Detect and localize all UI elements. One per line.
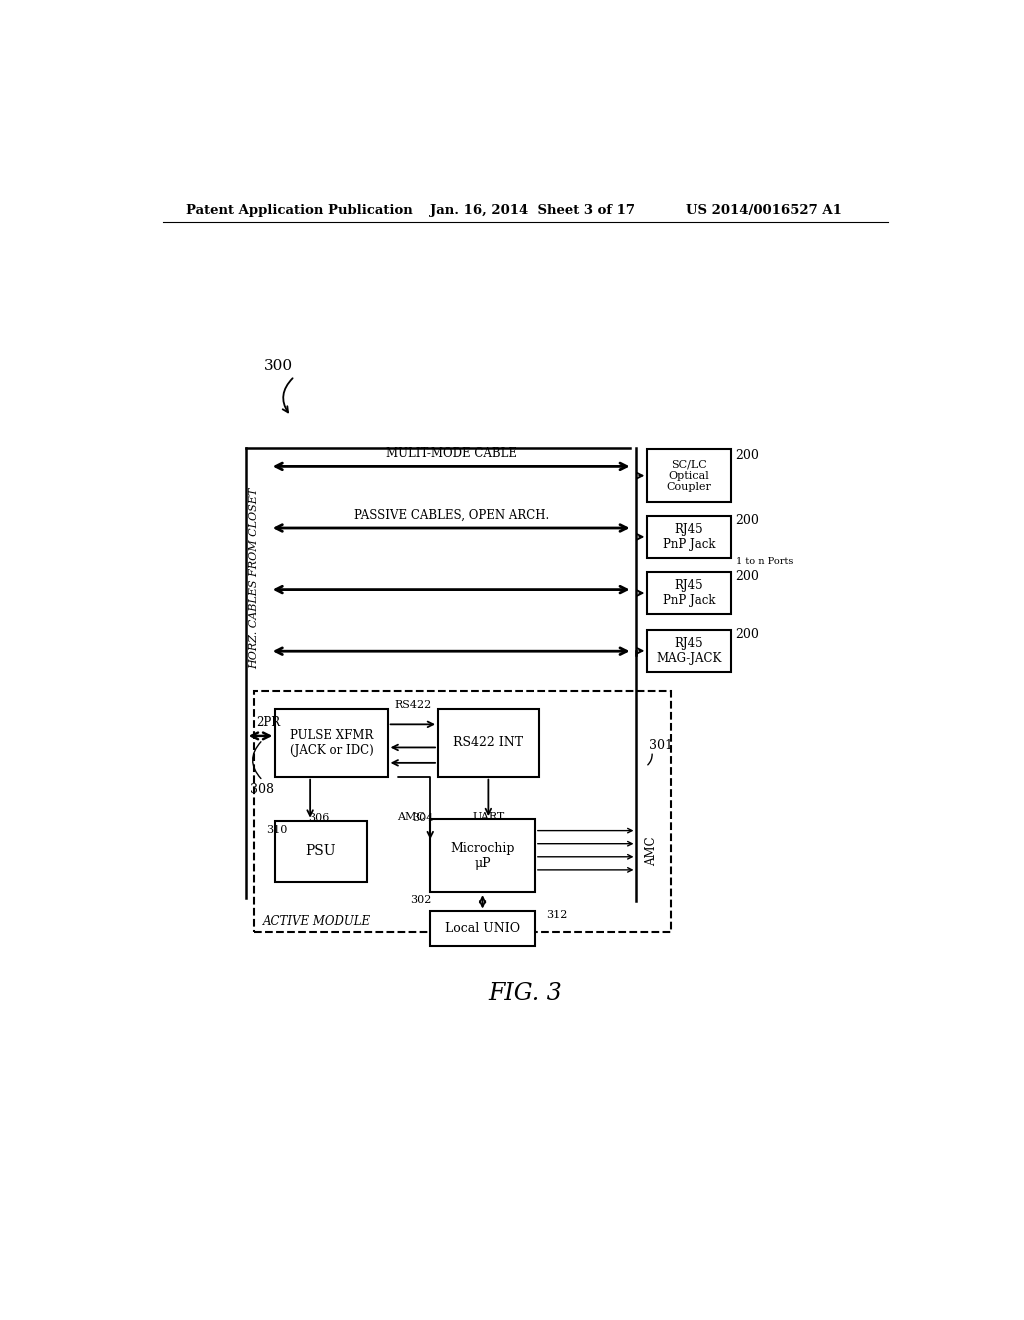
Bar xyxy=(647,630,731,672)
Text: ACTIVE MODULE: ACTIVE MODULE xyxy=(263,915,371,928)
Text: RS422: RS422 xyxy=(394,700,431,710)
Text: 302: 302 xyxy=(411,895,432,906)
Bar xyxy=(275,709,388,776)
Text: Local UNIO: Local UNIO xyxy=(445,923,520,936)
Text: 2PR: 2PR xyxy=(257,715,281,729)
Bar xyxy=(430,911,535,946)
Text: Patent Application Publication: Patent Application Publication xyxy=(186,205,413,218)
Text: HORZ. CABLES FROM CLOSET: HORZ. CABLES FROM CLOSET xyxy=(249,487,259,669)
Bar xyxy=(275,821,367,882)
Text: RJ45
PnP Jack: RJ45 PnP Jack xyxy=(663,523,716,550)
Text: 1 to n Ports: 1 to n Ports xyxy=(735,557,793,565)
Text: RJ45
MAG-JACK: RJ45 MAG-JACK xyxy=(656,636,722,665)
Bar xyxy=(438,709,539,776)
Text: AMC: AMC xyxy=(645,837,658,866)
Text: 306: 306 xyxy=(308,813,329,824)
Bar xyxy=(254,692,671,932)
Text: Microchip
μP: Microchip μP xyxy=(451,842,515,870)
Bar xyxy=(647,516,731,558)
Text: 200: 200 xyxy=(735,628,760,640)
Text: PASSIVE CABLES, OPEN ARCH.: PASSIVE CABLES, OPEN ARCH. xyxy=(353,508,549,521)
Bar xyxy=(647,572,731,614)
Bar xyxy=(430,818,535,892)
Text: SC/LC
Optical
Coupler: SC/LC Optical Coupler xyxy=(667,459,712,492)
Text: PSU: PSU xyxy=(306,845,336,858)
Text: 312: 312 xyxy=(546,911,567,920)
Text: 304: 304 xyxy=(412,813,433,822)
Text: 310: 310 xyxy=(266,825,288,834)
Text: RS422 INT: RS422 INT xyxy=(454,737,523,750)
Text: 308: 308 xyxy=(250,783,273,796)
Text: 200: 200 xyxy=(735,570,760,583)
Bar xyxy=(647,450,731,502)
Text: PULSE XFMR
(JACK or IDC): PULSE XFMR (JACK or IDC) xyxy=(290,729,374,756)
Text: AMC: AMC xyxy=(397,812,425,822)
Text: 200: 200 xyxy=(735,513,760,527)
Text: 200: 200 xyxy=(735,449,760,462)
Text: FIG. 3: FIG. 3 xyxy=(487,982,562,1006)
Text: 301: 301 xyxy=(649,739,673,751)
Text: UART: UART xyxy=(472,812,505,822)
Text: US 2014/0016527 A1: US 2014/0016527 A1 xyxy=(686,205,842,218)
Text: Jan. 16, 2014  Sheet 3 of 17: Jan. 16, 2014 Sheet 3 of 17 xyxy=(430,205,635,218)
Text: MULIT-MODE CABLE: MULIT-MODE CABLE xyxy=(386,446,517,459)
Text: RJ45
PnP Jack: RJ45 PnP Jack xyxy=(663,579,716,607)
Text: 300: 300 xyxy=(263,359,293,374)
